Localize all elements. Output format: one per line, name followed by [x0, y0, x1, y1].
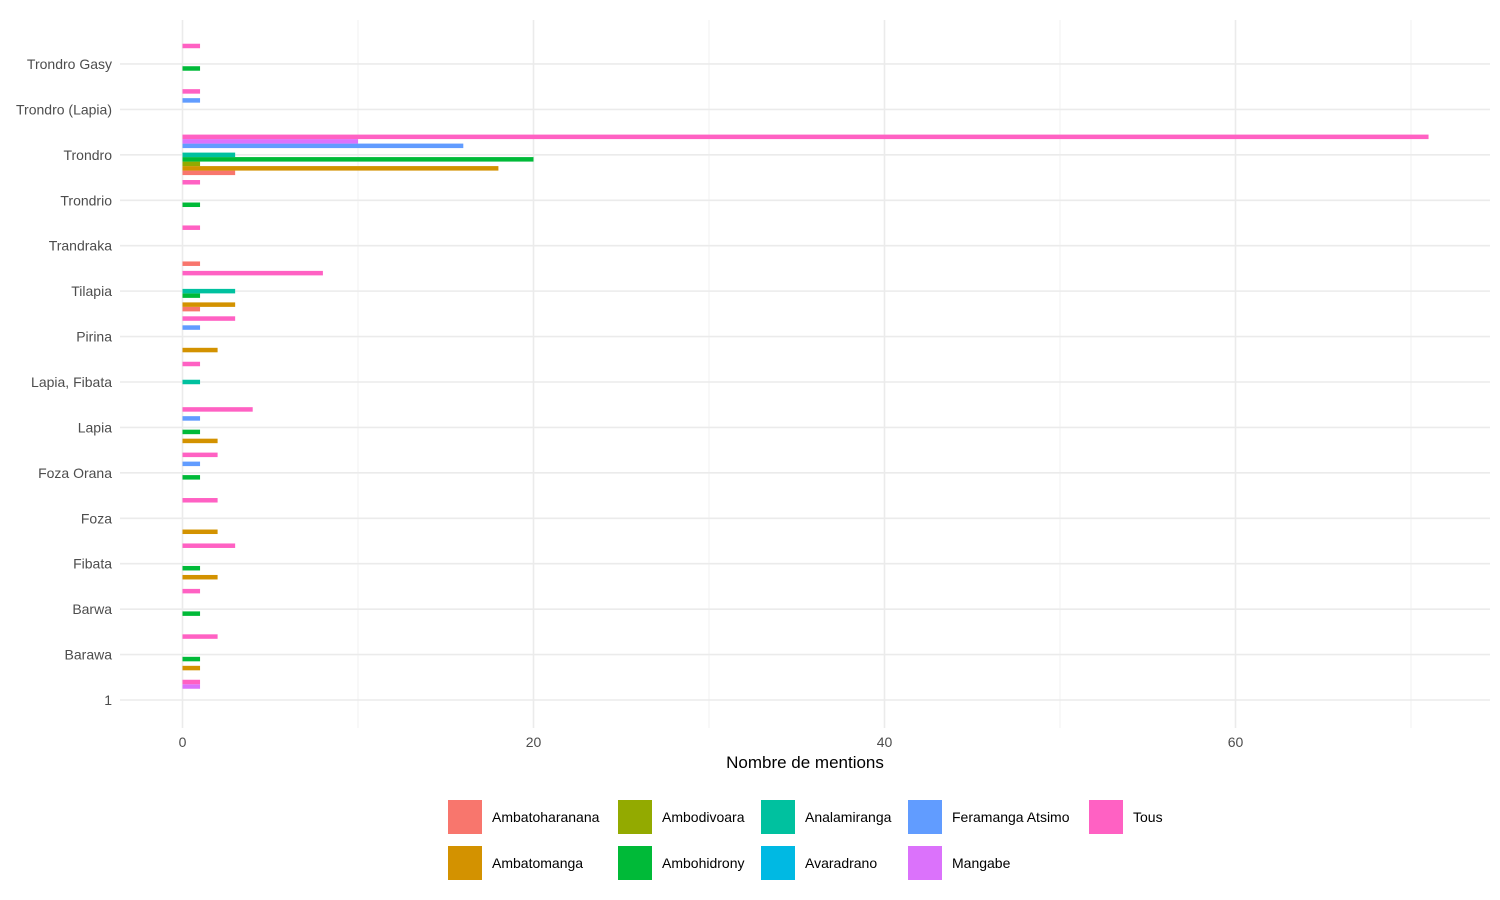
bar-ambatomanga-fibata — [182, 574, 218, 580]
legend-key — [618, 846, 652, 880]
bar-tous-tilapia — [182, 270, 323, 276]
bar-feramanga-atsimo-lapia — [182, 416, 201, 421]
legend-label: Mangabe — [952, 855, 1011, 871]
bar-mangabe-1 — [182, 684, 201, 689]
bar-ambatoharanana-trandraka — [182, 261, 201, 266]
y-tick-label: Lapia — [78, 419, 112, 435]
legend-key — [908, 846, 942, 880]
bar-tous-barwa — [182, 588, 201, 594]
bar-ambohidrony-lapia — [182, 429, 201, 435]
y-tick-label: Tilapia — [71, 283, 112, 299]
legend-key — [618, 800, 652, 834]
bar-ambohidrony-trondrio — [182, 202, 201, 208]
legend-item: Ambatomanga — [448, 846, 583, 880]
bar-mangabe-trondro — [182, 139, 358, 144]
bar-tous-fibata — [182, 543, 236, 548]
bar-tous-trandraka — [182, 225, 201, 230]
bar-tous-barawa — [182, 634, 218, 639]
bar-tous-foza — [182, 498, 218, 503]
bar-ambatomanga-pirina — [182, 347, 218, 353]
bar-ambohidrony-trondro-gasy — [182, 66, 201, 71]
y-tick-label: Trondro — [63, 147, 112, 163]
bar-tous-trondrio — [182, 180, 201, 185]
y-tick-label: Fibata — [73, 556, 112, 572]
x-tick-label: 0 — [179, 734, 187, 750]
bar-feramanga-atsimo-trondro-lapia- — [182, 98, 201, 103]
legend-label: Ambodivoara — [662, 809, 745, 825]
bar-ambatomanga-tilapia — [182, 302, 236, 307]
y-tick-label: Barawa — [65, 647, 113, 663]
legend: Ambatoharanana Ambatomanga Ambodivoara Ambo… — [448, 800, 1163, 880]
legend-key — [761, 846, 795, 880]
bar-analamiranga-lapia-fibata — [182, 379, 201, 385]
y-tick-label: Trondro (Lapia) — [16, 101, 112, 117]
bar-ambatomanga-foza — [182, 529, 218, 535]
bar-ambatomanga-trondro — [182, 166, 499, 171]
x-tick-label: 60 — [1228, 734, 1244, 750]
y-tick-label: Trondrio — [60, 192, 112, 208]
legend-item: Feramanga Atsimo — [908, 800, 1070, 834]
legend-label: Analamiranga — [805, 809, 892, 825]
bar-feramanga-atsimo-trondro — [182, 143, 464, 149]
bar-ambohidrony-foza-orana — [182, 475, 201, 480]
bar-analamiranga-trondro — [182, 152, 236, 158]
bar-ambodivoara-trondro — [182, 161, 201, 167]
legend-key — [1089, 800, 1123, 834]
bar-tous-trondro-lapia- — [182, 89, 201, 94]
bar-feramanga-atsimo-pirina — [182, 325, 201, 330]
x-tick-label: 20 — [526, 734, 542, 750]
bar-analamiranga-tilapia — [182, 288, 236, 294]
y-tick-labels: 1 Barawa Barwa Fibata Foza Foza Orana Lapia Lap… — [16, 56, 112, 708]
bar-ambohidrony-fibata — [182, 565, 201, 571]
bar-ambatoharanana-trondro — [182, 170, 236, 176]
bar-ambohidrony-tilapia — [182, 293, 201, 298]
legend-label: Tous — [1133, 809, 1163, 825]
bar-ambatoharanana-tilapia — [182, 306, 201, 312]
legend-label: Ambatoharanana — [492, 809, 600, 825]
bar-ambohidrony-barwa — [182, 611, 201, 616]
y-tick-label: Barwa — [72, 601, 112, 617]
y-tick-label: Lapia, Fibata — [31, 374, 112, 390]
legend-key — [761, 800, 795, 834]
bar-ambohidrony-trondro — [182, 157, 534, 162]
x-tick-labels: 0 20 40 60 — [179, 734, 1244, 750]
bar-ambatomanga-barawa — [182, 665, 201, 671]
bar-tous-pirina — [182, 316, 236, 321]
legend-item: Ambodivoara — [618, 800, 745, 834]
bar-tous-trondro — [182, 134, 1429, 140]
y-tick-label: Foza — [81, 510, 112, 526]
legend-label: Ambohidrony — [662, 855, 745, 871]
x-tick-label: 40 — [877, 734, 893, 750]
legend-label: Avaradrano — [805, 855, 877, 871]
legend-label: Ambatomanga — [492, 855, 583, 871]
legend-key — [448, 800, 482, 834]
bar-tous-trondro-gasy — [182, 43, 201, 49]
y-tick-label: Trandraka — [49, 238, 113, 254]
bar-feramanga-atsimo-foza-orana — [182, 461, 201, 467]
legend-item: Avaradrano — [761, 846, 877, 880]
bar-tous-foza-orana — [182, 452, 218, 458]
bar-tous-1 — [182, 679, 201, 685]
legend-item: Tous — [1089, 800, 1163, 834]
y-tick-label: Pirina — [76, 329, 112, 345]
bar-tous-lapia-fibata — [182, 361, 201, 367]
x-axis-label: Nombre de mentions — [726, 753, 884, 772]
bar-ambatomanga-lapia — [182, 438, 218, 444]
y-tick-label: Trondro Gasy — [27, 56, 112, 72]
y-tick-label: Foza Orana — [38, 465, 112, 481]
legend-key — [448, 846, 482, 880]
bars — [182, 43, 1429, 689]
legend-label: Feramanga Atsimo — [952, 809, 1070, 825]
plot-panel — [120, 20, 1490, 728]
y-tick-label: 1 — [104, 692, 112, 708]
legend-item: Analamiranga — [761, 800, 892, 834]
bar-tous-lapia — [182, 407, 253, 412]
legend-key — [908, 800, 942, 834]
bar-ambohidrony-barawa — [182, 656, 201, 662]
legend-item: Mangabe — [908, 846, 1011, 880]
legend-item: Ambatoharanana — [448, 800, 600, 834]
legend-item: Ambohidrony — [618, 846, 745, 880]
